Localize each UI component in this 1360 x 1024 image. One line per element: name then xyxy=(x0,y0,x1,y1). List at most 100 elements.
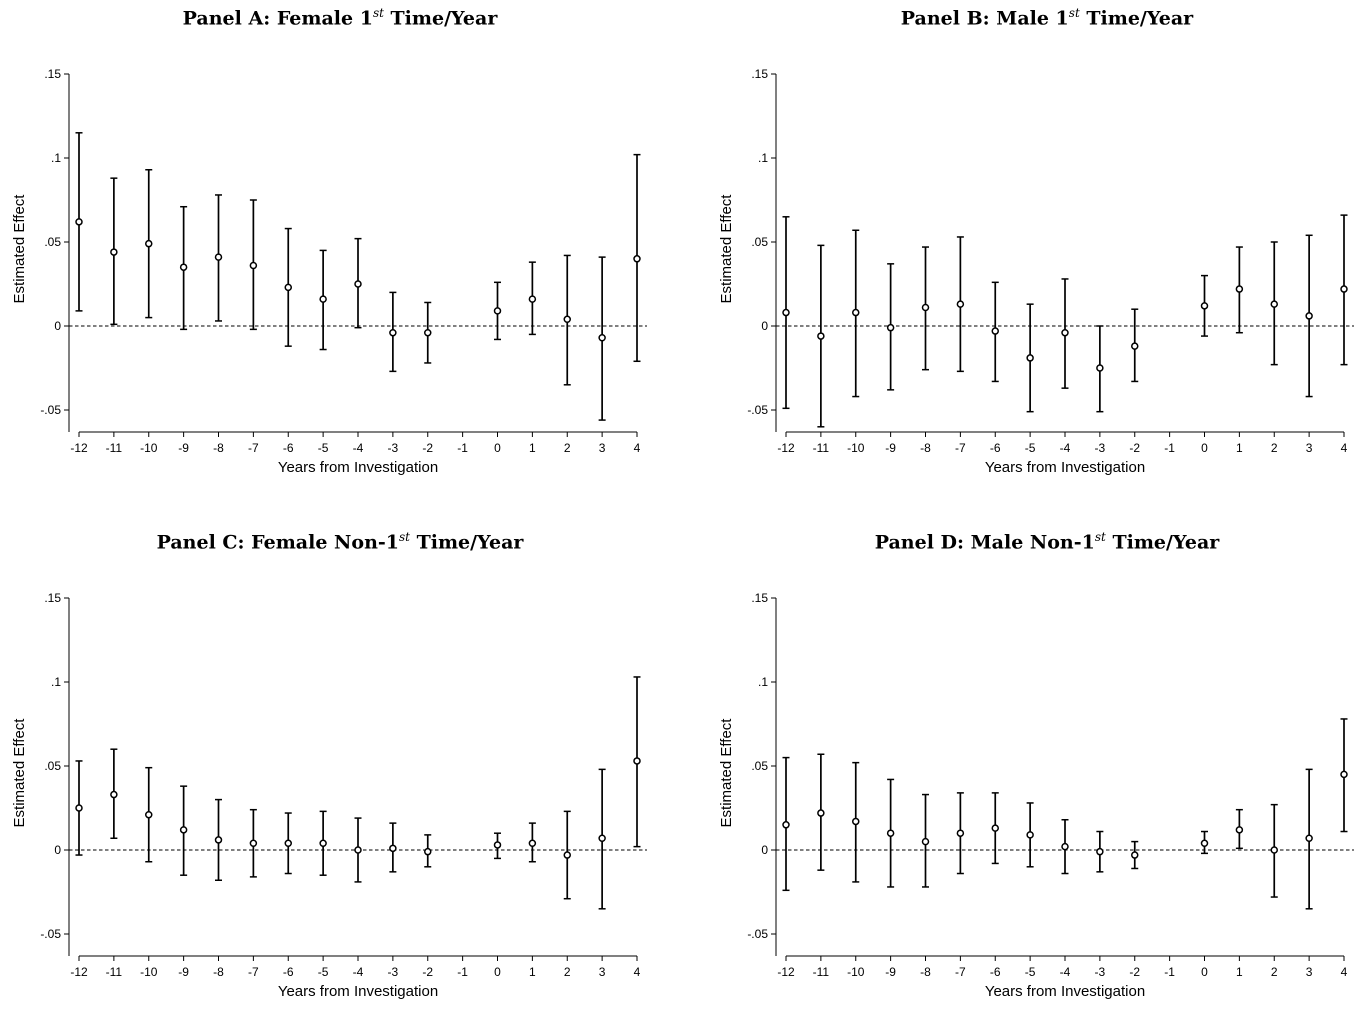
y-tick-label: .1 xyxy=(51,151,61,165)
x-tick-label: -6 xyxy=(283,441,294,455)
x-tick-label: -7 xyxy=(955,441,966,455)
x-tick-label: 4 xyxy=(1341,441,1348,455)
data-point xyxy=(1096,364,1104,372)
data-point xyxy=(956,829,965,837)
x-tick-label: 2 xyxy=(1271,441,1278,455)
data-point xyxy=(1131,851,1139,859)
x-tick-label: -10 xyxy=(847,965,865,979)
data-point xyxy=(528,839,537,848)
data-point xyxy=(1340,770,1348,779)
y-tick-label: 0 xyxy=(54,319,61,333)
y-tick-label: .15 xyxy=(44,67,61,81)
panel-title: Panel B: Male 1st Time/Year xyxy=(900,6,1194,30)
data-point xyxy=(424,847,432,856)
x-tick-label: 1 xyxy=(1236,441,1243,455)
y-axis-title: Estimated Effect xyxy=(718,194,735,304)
y-tick-label: 0 xyxy=(761,843,768,857)
y-axis-title: Estimated Effect xyxy=(11,718,28,828)
x-tick-label: -2 xyxy=(422,441,433,455)
x-tick-label: 3 xyxy=(599,441,606,455)
y-tick-label: -.05 xyxy=(747,403,768,417)
data-point xyxy=(1270,300,1278,308)
x-tick-label: -8 xyxy=(213,441,224,455)
y-tick-label: .1 xyxy=(51,675,61,689)
chart-panel-c: .15.1.050-.05-12 -11 -10 -9 -8 -7 -6 -5 -4 -3 -2 -1… xyxy=(11,591,647,1000)
x-tick-label: -1 xyxy=(1164,441,1175,455)
data-point xyxy=(563,851,571,859)
data-point xyxy=(991,327,999,335)
data-point xyxy=(956,300,965,308)
x-tick-label: 0 xyxy=(1201,441,1208,455)
x-tick-label: -5 xyxy=(1025,441,1036,455)
chart-panel-d: .15.1.050-.05-12 -11 -10 -9 -8 -7 -6 -5 -4 -3 -2 -1… xyxy=(718,591,1354,1000)
data-point xyxy=(1340,285,1348,293)
x-tick-label: -7 xyxy=(248,441,259,455)
y-tick-label: .05 xyxy=(44,235,61,249)
x-tick-label: -11 xyxy=(813,441,830,455)
data-point xyxy=(1026,354,1034,362)
x-tick-label: 0 xyxy=(1201,965,1208,979)
data-point xyxy=(284,839,292,848)
y-tick-label: .05 xyxy=(751,759,768,773)
x-tick-label: 1 xyxy=(529,441,536,455)
data-point xyxy=(319,295,327,303)
y-axis-title: Estimated Effect xyxy=(718,718,735,828)
x-tick-label: -6 xyxy=(990,965,1001,979)
data-point xyxy=(493,307,502,315)
y-tick-label: -.05 xyxy=(747,927,768,941)
x-tick-label: -6 xyxy=(990,441,1001,455)
x-tick-label: -2 xyxy=(1129,441,1140,455)
y-tick-label: 0 xyxy=(761,319,768,333)
x-tick-label: -9 xyxy=(885,965,896,979)
data-point xyxy=(214,836,223,844)
data-point xyxy=(598,834,606,842)
data-point xyxy=(179,263,188,271)
x-tick-label: 3 xyxy=(599,965,606,979)
data-point xyxy=(145,810,153,819)
panel-d: Panel D: Male Non-1st Time/Year .15 .1 .05… xyxy=(707,524,1360,1024)
y-axis-title: Estimated Effect xyxy=(11,194,28,304)
data-point xyxy=(389,844,397,853)
data-point xyxy=(528,295,537,303)
data-point xyxy=(817,809,825,817)
panel-b: Panel B: Male 1st Time/Year .15 .1 .05 0 -.0… xyxy=(707,0,1360,500)
x-tick-label: -7 xyxy=(955,965,966,979)
x-tick-label: 4 xyxy=(1341,965,1348,979)
x-tick-label: -11 xyxy=(106,441,123,455)
panel-c: Panel C: Female Non-1st Time/Year .15 .1.… xyxy=(0,524,680,1024)
x-tick-label: 1 xyxy=(529,965,536,979)
x-tick-label: -4 xyxy=(353,965,364,979)
x-axis-title: Years from Investigation xyxy=(985,983,1145,1000)
x-tick-label: -12 xyxy=(70,965,88,979)
x-tick-label: -12 xyxy=(70,441,88,455)
data-point xyxy=(354,846,362,854)
chart-panel-a: .15.1.050-.05-12 -11 -10 -9 -8 -7 -6 -5 -4 -3 -2 -1… xyxy=(11,67,647,476)
x-tick-label: -3 xyxy=(1095,965,1106,979)
x-tick-label: -9 xyxy=(885,441,896,455)
data-point xyxy=(782,308,790,317)
data-point xyxy=(214,253,223,261)
x-tick-label: -9 xyxy=(178,441,189,455)
data-point xyxy=(817,332,825,340)
data-point xyxy=(1061,842,1069,851)
x-tick-label: -1 xyxy=(457,441,468,455)
x-tick-label: -10 xyxy=(847,441,865,455)
data-point xyxy=(886,323,895,332)
data-point xyxy=(782,821,790,829)
y-tick-label: .1 xyxy=(758,151,768,165)
data-point xyxy=(1305,834,1313,842)
y-tick-label: .15 xyxy=(751,67,768,81)
data-point xyxy=(75,804,83,812)
y-tick-label: -.05 xyxy=(40,927,61,941)
data-point xyxy=(354,280,362,288)
x-tick-label: -6 xyxy=(283,965,294,979)
x-tick-label: -8 xyxy=(213,965,224,979)
data-point xyxy=(249,261,258,270)
data-point xyxy=(1131,342,1139,350)
x-tick-label: -5 xyxy=(1025,965,1036,979)
x-tick-label: 0 xyxy=(494,965,501,979)
x-tick-label: -1 xyxy=(457,965,468,979)
x-axis-title: Years from Investigation xyxy=(985,459,1145,476)
data-point xyxy=(633,757,641,765)
data-point xyxy=(991,824,999,832)
